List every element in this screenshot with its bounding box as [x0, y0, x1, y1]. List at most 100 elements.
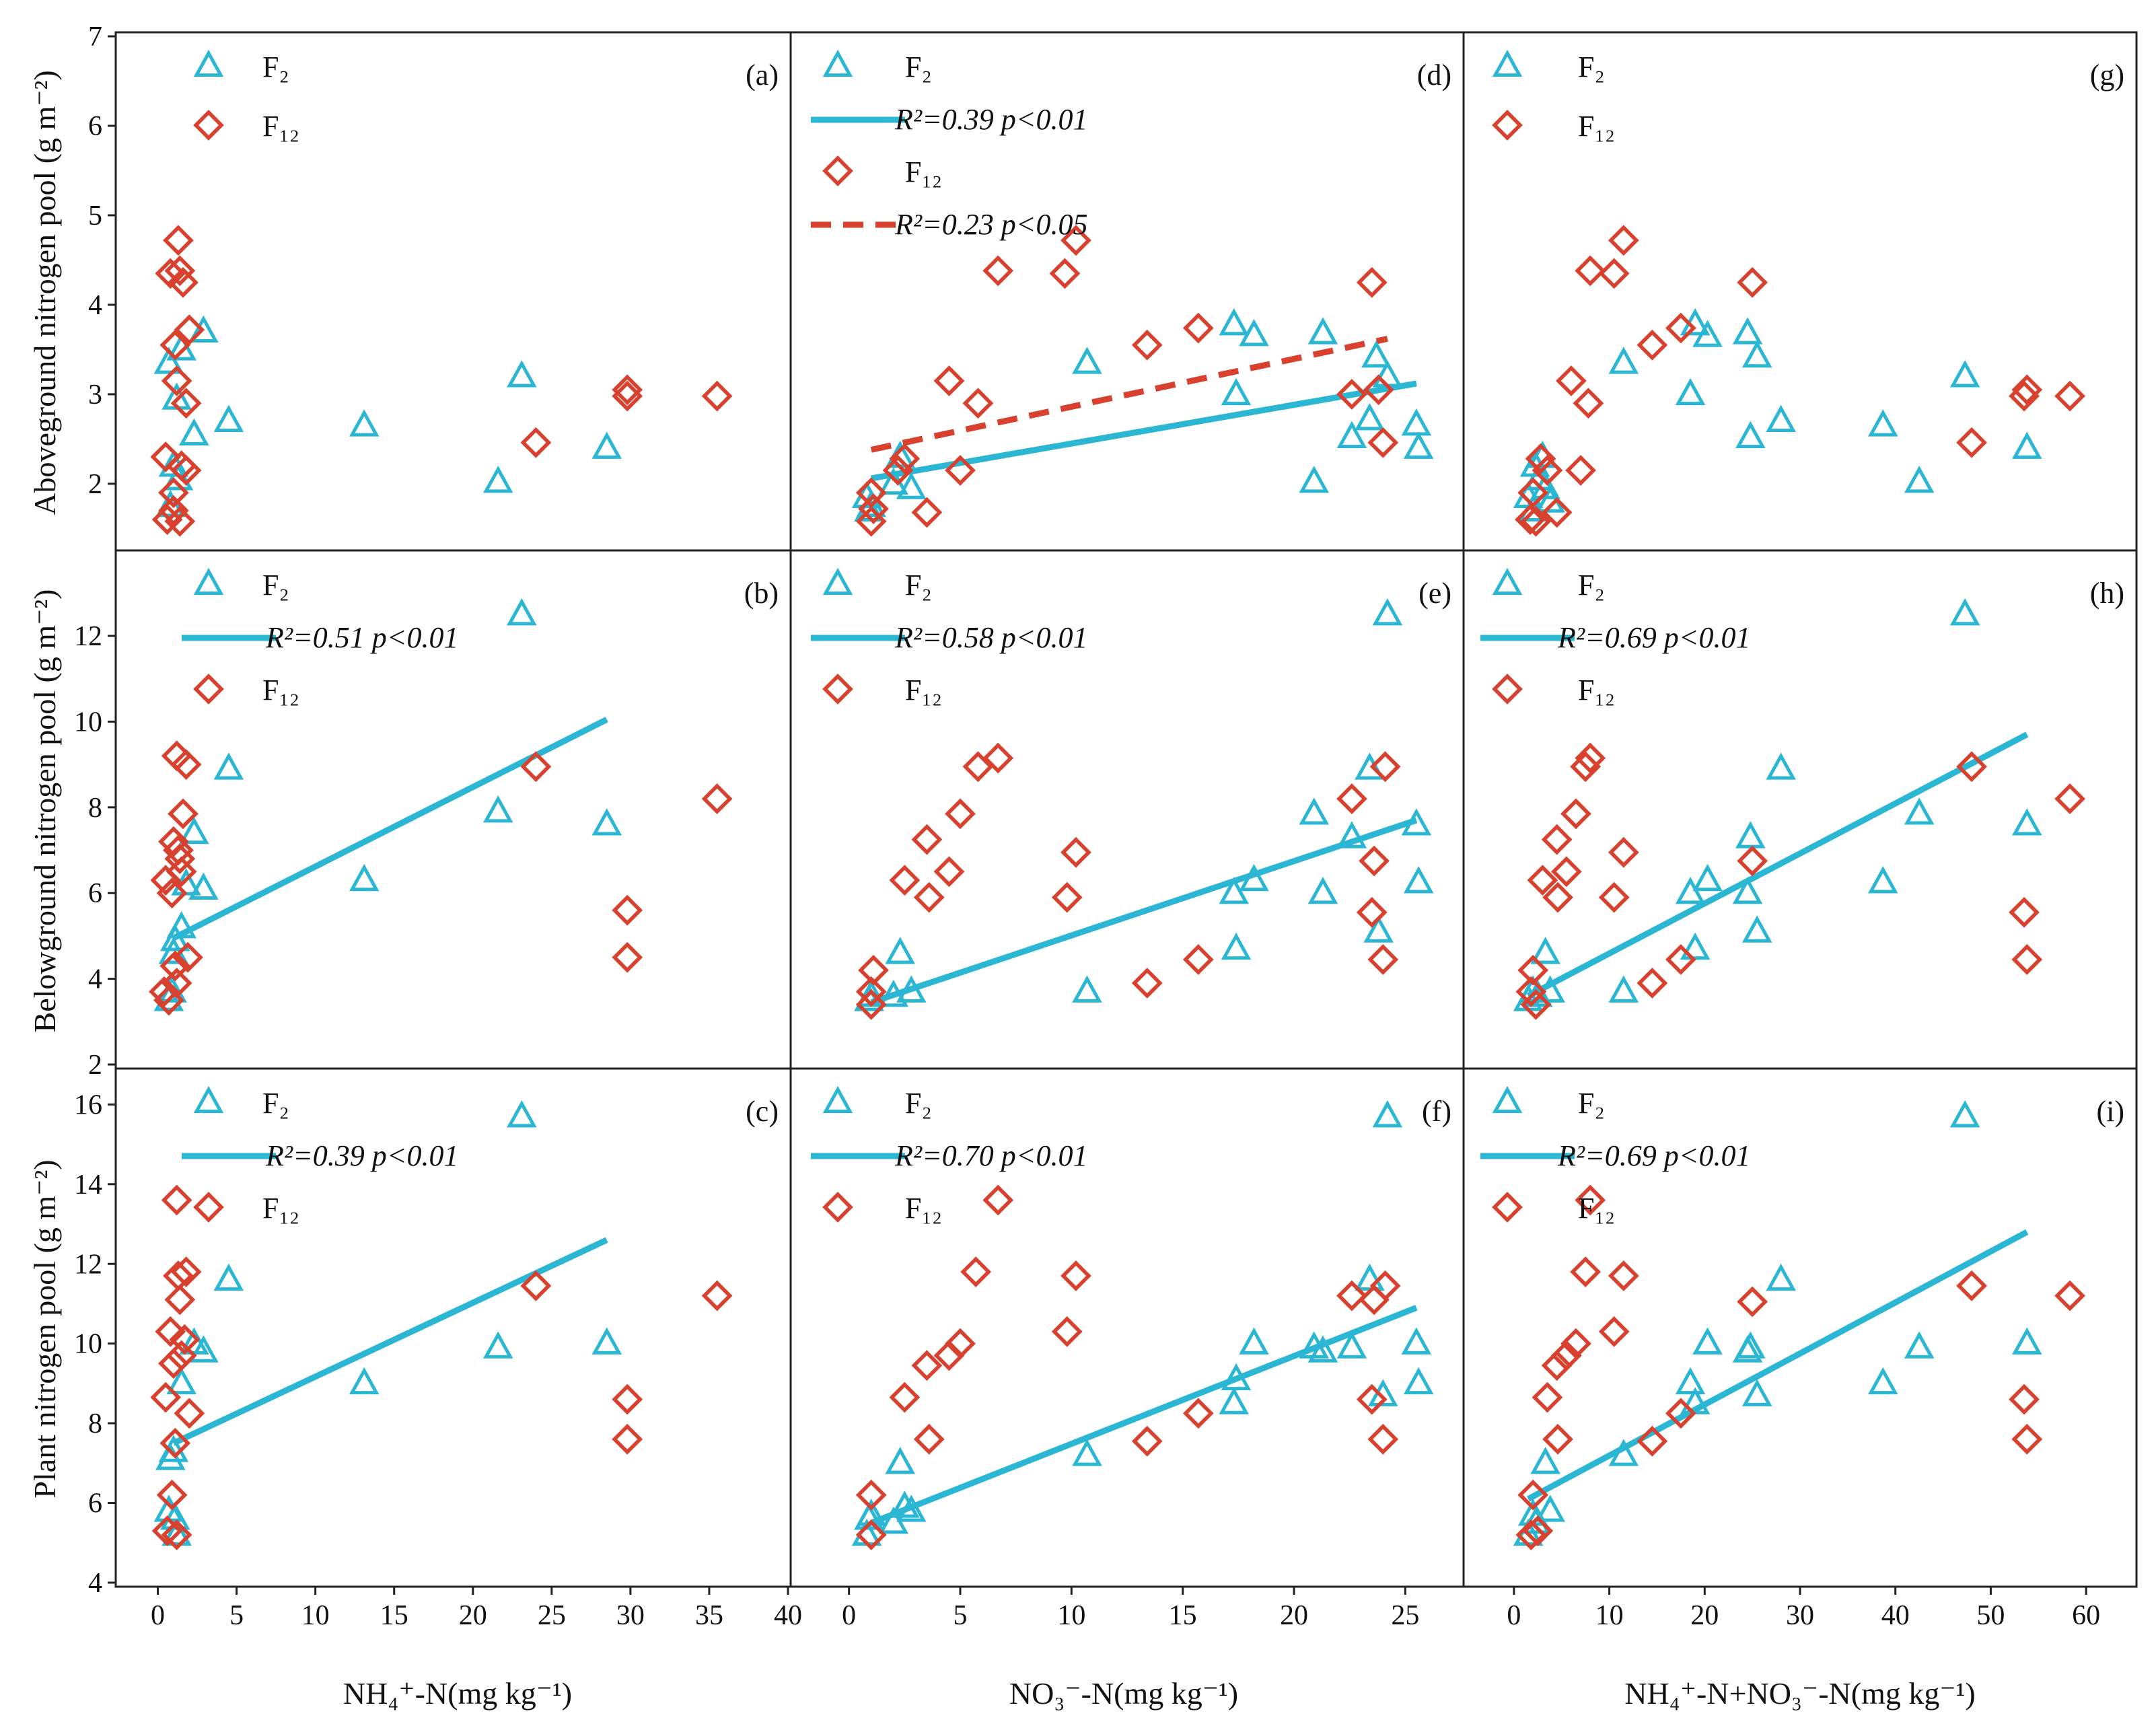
f2-point [878, 979, 909, 1007]
f2-point [1535, 1495, 1565, 1522]
x-tick-label: 25 [538, 1600, 566, 1631]
panel-d: (d) F₂ R²=0.39 p<0.01 F₁₂ R²=0.23 p<0.05 [811, 49, 1451, 537]
f12-point [166, 1340, 197, 1371]
f12-point [1541, 497, 1573, 528]
f12-point [612, 374, 643, 406]
f12-point [1051, 881, 1083, 913]
f2-point [188, 872, 219, 900]
f2-point [1741, 1379, 1772, 1406]
f12-point [174, 1398, 205, 1429]
f12-point [168, 798, 199, 830]
f2-point [179, 418, 209, 445]
panel-g: (g) F₂ F₁₂ [1492, 49, 2124, 537]
f12-point [889, 865, 921, 896]
f12-point [1515, 976, 1547, 1007]
f12-point [913, 1423, 945, 1455]
f12-point [174, 314, 205, 346]
f12-point [1608, 1260, 1639, 1291]
panel-frame-0-2 [1462, 31, 2138, 552]
y-tick-label: 6 [88, 1488, 102, 1519]
panel-letter-a: (a) [746, 59, 779, 92]
x-tick-label: 5 [229, 1600, 244, 1631]
f2-point [1307, 1335, 1338, 1363]
f12-point [1560, 798, 1591, 830]
f2-point [349, 409, 380, 437]
f12-point [913, 881, 945, 913]
legend-f2-marker [1492, 567, 1523, 596]
f2-point [482, 795, 513, 823]
panel-letter-b: (b) [744, 577, 779, 610]
panel-letter-h: (h) [2090, 577, 2124, 610]
f2-point [1675, 1367, 1706, 1395]
f12-point [2011, 944, 2043, 975]
f12-point [882, 455, 914, 486]
f2-point [1868, 1367, 1898, 1395]
f12-point [962, 751, 994, 783]
f2-point [896, 1495, 927, 1522]
f12-point [1560, 1328, 1591, 1359]
f2-point [1239, 1327, 1269, 1355]
y-tick-label: 4 [88, 290, 102, 321]
f12-point [1565, 455, 1596, 486]
f12-point [612, 1423, 643, 1455]
f12-point [164, 255, 196, 287]
legend-label: R²=0.39 p<0.01 [894, 103, 1087, 136]
f12-point [1363, 374, 1394, 406]
f12-point [1956, 427, 1987, 458]
f12-point [161, 740, 192, 772]
f12-point [155, 258, 186, 289]
x-tick-label: 15 [1169, 1600, 1197, 1631]
f12-point [1573, 388, 1604, 419]
f2-point [885, 1447, 916, 1474]
f12-point [945, 1328, 976, 1359]
f12-point [161, 365, 192, 396]
f2-point [1904, 1331, 1935, 1359]
f12-point [701, 783, 733, 814]
f2-point [1949, 1100, 1980, 1128]
f12-point [2054, 380, 2085, 412]
f12-point [2011, 374, 2043, 406]
f12-point [158, 1348, 189, 1379]
legend-f12-marker [1492, 674, 1523, 705]
f2-point [1361, 340, 1392, 368]
legend-label: F₁₂ [1578, 674, 1615, 707]
y-tick-label: 7 [88, 22, 102, 52]
legend-label: R²=0.58 p<0.01 [894, 621, 1087, 654]
y-tick-label: 6 [88, 111, 102, 142]
f12-point [169, 1324, 201, 1355]
f12-point [150, 1381, 182, 1413]
f12-point [2054, 783, 2085, 814]
f12-point [982, 1184, 1014, 1216]
fit-line-f2 [870, 817, 1418, 1005]
f2-point [1221, 1363, 1252, 1391]
legend-label: R²=0.23 p<0.05 [894, 208, 1087, 241]
x-tick-label: 50 [1976, 1600, 2005, 1631]
f2-point [507, 360, 537, 388]
f12-point [1061, 836, 1091, 868]
y-tick-label: 4 [88, 1568, 102, 1599]
fit-line-f2 [1526, 1229, 2029, 1502]
f12-point [159, 1427, 191, 1459]
f12-point [1956, 751, 1987, 783]
legend-label: R²=0.51 p<0.01 [265, 621, 458, 654]
x-tick-label: 20 [1280, 1600, 1308, 1631]
panel-letter-d: (d) [1417, 59, 1451, 92]
panel-frame-0-0 [114, 31, 792, 552]
f12-point [858, 493, 889, 525]
f2-point [1735, 1331, 1766, 1359]
y-tick-label: 16 [74, 1089, 102, 1120]
f12-point [1520, 505, 1552, 537]
f12-point [170, 455, 202, 486]
x-tick-label: 40 [774, 1600, 802, 1631]
axis-labels: Aboveground nitrogen pool (g m⁻²) Belowg… [28, 22, 2100, 1711]
f12-point [1542, 1423, 1573, 1455]
f12-point [163, 225, 194, 256]
f2-point [1219, 308, 1250, 336]
legend-f2-marker [193, 1085, 224, 1114]
f12-point [1131, 1425, 1163, 1457]
f12-point [945, 455, 976, 486]
panel-letter-g: (g) [2090, 59, 2124, 92]
f12-point [1517, 1479, 1549, 1511]
x-tick-label: 20 [459, 1600, 487, 1631]
